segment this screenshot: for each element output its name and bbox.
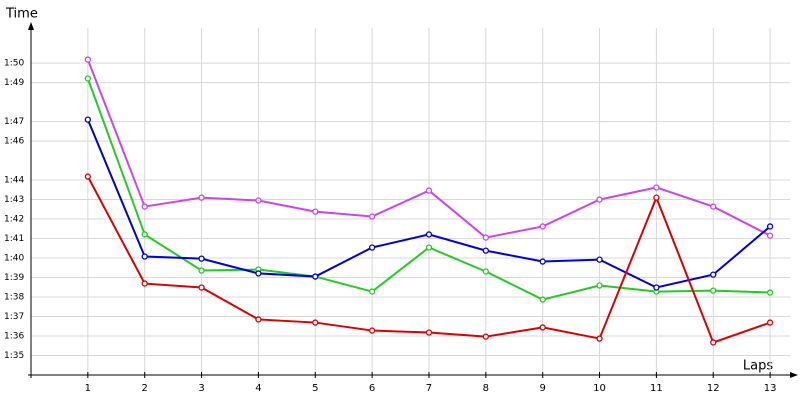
data-point bbox=[766, 319, 774, 326]
data-point bbox=[84, 116, 92, 123]
data-point bbox=[596, 335, 603, 342]
data-point bbox=[141, 253, 148, 260]
x-tick-label: 13 bbox=[764, 383, 777, 394]
data-point bbox=[425, 187, 433, 194]
data-point bbox=[141, 203, 148, 210]
data-point bbox=[482, 234, 489, 241]
y-axis-arrow bbox=[28, 22, 34, 30]
data-point bbox=[198, 267, 205, 274]
data-point bbox=[312, 208, 319, 215]
y-tick-label: 1:47 bbox=[4, 117, 24, 127]
y-axis-title: Time bbox=[5, 7, 38, 22]
data-point bbox=[596, 196, 603, 203]
x-tick-label: 8 bbox=[483, 383, 489, 394]
x-tick-label: 10 bbox=[593, 383, 606, 394]
y-tick-label: 1:40 bbox=[4, 254, 24, 264]
data-point bbox=[482, 268, 489, 275]
y-tick-label: 1:50 bbox=[4, 59, 24, 69]
x-tick-label: 9 bbox=[539, 383, 545, 394]
y-tick-label: 1:35 bbox=[4, 351, 24, 361]
y-tick-label: 1:49 bbox=[4, 78, 24, 88]
data-point bbox=[766, 223, 774, 230]
data-point bbox=[255, 270, 262, 277]
y-tick-label: 1:41 bbox=[4, 234, 24, 244]
y-tick-label: 1:39 bbox=[4, 273, 24, 283]
data-point bbox=[596, 256, 603, 263]
data-point bbox=[84, 56, 92, 63]
data-point bbox=[653, 284, 660, 291]
data-point bbox=[312, 319, 319, 326]
data-point bbox=[653, 184, 660, 191]
x-axis-arrow bbox=[790, 372, 798, 378]
y-tick-label: 1:38 bbox=[4, 293, 24, 303]
data-point bbox=[425, 244, 433, 251]
data-point bbox=[710, 287, 717, 294]
data-point bbox=[539, 223, 546, 230]
x-tick-label: 2 bbox=[142, 383, 148, 394]
data-point bbox=[539, 296, 546, 303]
data-point bbox=[539, 324, 546, 331]
y-tick-label: 1:44 bbox=[4, 176, 24, 186]
data-point bbox=[255, 316, 262, 323]
x-tick-label: 5 bbox=[312, 383, 318, 394]
data-point bbox=[710, 339, 717, 346]
x-tick-label: 7 bbox=[426, 383, 432, 394]
data-point bbox=[539, 258, 546, 265]
y-tick-label: 1:36 bbox=[4, 332, 24, 342]
data-point bbox=[198, 194, 205, 201]
x-tick-label: 4 bbox=[255, 383, 261, 394]
data-point bbox=[312, 273, 319, 280]
data-point bbox=[710, 203, 717, 210]
data-point bbox=[596, 282, 603, 289]
y-tick-label: 1:46 bbox=[4, 137, 24, 147]
data-point bbox=[84, 75, 92, 82]
y-tick-label: 1:42 bbox=[4, 215, 24, 225]
data-point bbox=[368, 213, 376, 220]
y-tick-label: 1:37 bbox=[4, 312, 24, 322]
data-point bbox=[198, 255, 205, 262]
data-point bbox=[368, 244, 376, 251]
data-point bbox=[141, 231, 148, 238]
data-point bbox=[425, 231, 433, 238]
data-point bbox=[368, 327, 376, 334]
data-point bbox=[368, 288, 376, 295]
data-point bbox=[84, 173, 92, 180]
data-point bbox=[255, 197, 262, 204]
y-tick-label: 1:43 bbox=[4, 195, 24, 205]
x-axis-title: Laps bbox=[743, 359, 773, 374]
data-point bbox=[141, 280, 148, 287]
data-point bbox=[766, 232, 774, 239]
data-point bbox=[198, 284, 205, 291]
data-point bbox=[653, 194, 660, 201]
x-tick-label: 1 bbox=[85, 383, 91, 394]
x-tick-label: 12 bbox=[707, 383, 720, 394]
data-point bbox=[482, 333, 489, 340]
data-point bbox=[710, 271, 717, 278]
data-point bbox=[766, 289, 774, 296]
data-point bbox=[482, 247, 489, 254]
data-point bbox=[425, 329, 433, 336]
x-tick-label: 11 bbox=[650, 383, 663, 394]
x-tick-label: 3 bbox=[198, 383, 204, 394]
x-tick-label: 6 bbox=[369, 383, 375, 394]
